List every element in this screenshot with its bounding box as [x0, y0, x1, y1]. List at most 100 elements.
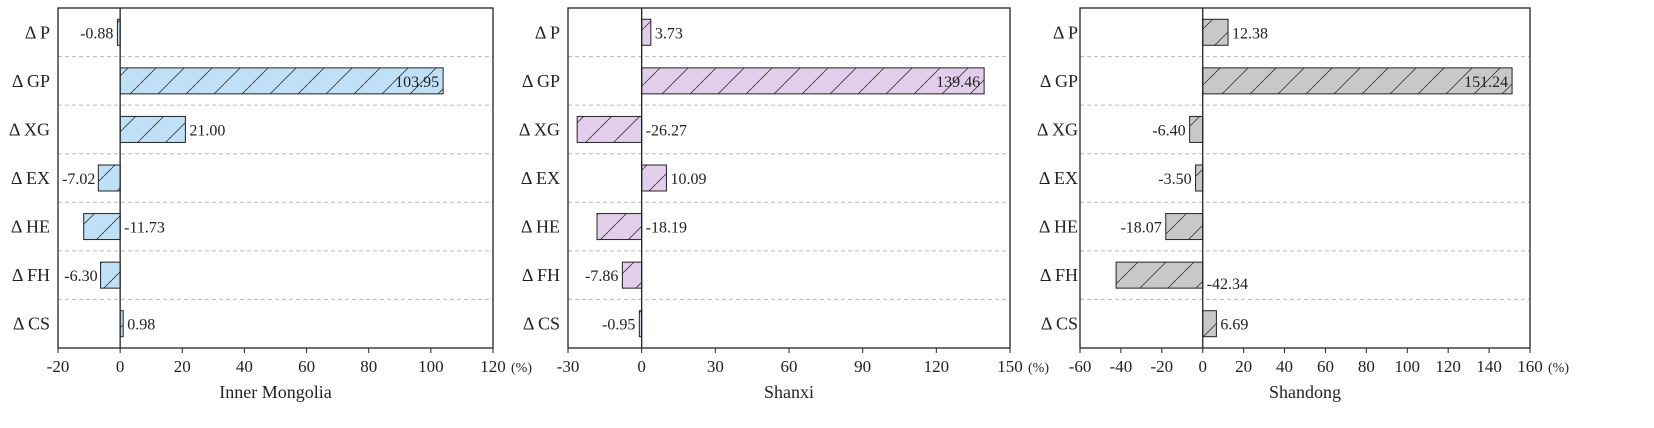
x-tick-label: 20	[1235, 357, 1252, 376]
category-label: Δ XG	[519, 119, 560, 139]
value-label: -6.30	[64, 268, 97, 285]
plot-frame	[567, 7, 1011, 349]
category-label: Δ XG	[1037, 119, 1078, 139]
bar-1	[119, 67, 444, 95]
value-label: -18.07	[1120, 220, 1161, 237]
bar-1	[1202, 67, 1513, 95]
x-tick-label: 40	[236, 357, 253, 376]
bar-5	[1115, 261, 1204, 289]
x-tick-label: 40	[1276, 357, 1293, 376]
value-label: -18.19	[646, 220, 687, 237]
value-label: 6.69	[1220, 317, 1248, 334]
plot-frame	[1079, 7, 1531, 349]
x-tick-label: 0	[1198, 357, 1207, 376]
x-tick-label: 20	[174, 357, 191, 376]
value-label: 10.09	[670, 171, 706, 188]
plot-frame	[57, 7, 494, 349]
bar-0	[641, 18, 652, 46]
bar-4	[1165, 213, 1204, 241]
bar-4	[596, 213, 643, 241]
category-label: Δ EX	[11, 168, 50, 188]
x-tick-label: 150	[997, 357, 1023, 376]
value-label: -3.50	[1158, 171, 1191, 188]
value-label: -6.40	[1152, 122, 1185, 139]
value-label: 151.24	[1464, 74, 1508, 91]
x-tick-label: -20	[47, 357, 70, 376]
category-label: Δ EX	[1039, 168, 1078, 188]
value-label: 12.38	[1232, 25, 1268, 42]
x-tick-label: 160	[1517, 357, 1543, 376]
bar-0	[1202, 18, 1229, 46]
bar-5	[621, 261, 643, 289]
x-axis-title: Inner Mongolia	[219, 382, 331, 402]
axis-unit: (%)	[1028, 361, 1049, 376]
value-label: 0.98	[127, 317, 155, 334]
x-axis-title: Shanxi	[764, 382, 814, 402]
category-label: Δ CS	[13, 314, 50, 334]
category-label: Δ FH	[12, 265, 50, 285]
x-tick-label: -60	[1069, 357, 1092, 376]
category-label: Δ XG	[9, 119, 50, 139]
value-label: -7.86	[585, 268, 618, 285]
x-tick-label: 120	[1435, 357, 1461, 376]
x-tick-label: 140	[1476, 357, 1502, 376]
bar-2	[119, 115, 186, 143]
x-tick-label: 60	[298, 357, 315, 376]
value-label: 3.73	[655, 25, 683, 42]
value-label: -0.95	[602, 317, 635, 334]
x-tick-label: 80	[1358, 357, 1375, 376]
bar-5	[100, 261, 121, 289]
value-label: 21.00	[189, 122, 225, 139]
axis-unit: (%)	[511, 361, 532, 376]
bar-3	[97, 164, 121, 192]
bar-4	[83, 213, 121, 241]
bar-6	[1202, 310, 1217, 338]
x-tick-label: 30	[707, 357, 724, 376]
category-label: Δ P	[535, 22, 560, 42]
x-tick-label: 0	[116, 357, 125, 376]
category-label: Δ CS	[1041, 314, 1078, 334]
category-label: Δ FH	[522, 265, 560, 285]
category-label: Δ P	[25, 22, 50, 42]
x-tick-label: 100	[1395, 357, 1421, 376]
x-tick-label: 60	[1317, 357, 1334, 376]
category-label: Δ P	[1053, 22, 1078, 42]
x-tick-label: 80	[360, 357, 377, 376]
x-tick-label: 0	[637, 357, 646, 376]
category-label: Δ GP	[522, 71, 560, 91]
category-label: Δ HE	[521, 217, 560, 237]
chart-panel-0: Δ P Δ GP Δ XG Δ EX Δ HE Δ FH Δ CS -0.88 103.95 21…	[9, 7, 532, 402]
category-label: Δ CS	[523, 314, 560, 334]
value-label: -0.88	[80, 25, 113, 42]
value-label: -42.34	[1207, 276, 1248, 293]
value-label: 103.95	[395, 74, 439, 91]
axis-unit: (%)	[1548, 361, 1569, 376]
x-tick-label: -30	[557, 357, 580, 376]
bar-3	[641, 164, 667, 192]
bar-3	[1195, 164, 1204, 192]
category-label: Δ EX	[521, 168, 560, 188]
category-label: Δ HE	[11, 217, 50, 237]
x-tick-label: 120	[924, 357, 950, 376]
value-label: -7.02	[62, 171, 95, 188]
x-tick-label: 100	[418, 357, 444, 376]
bar-2	[576, 115, 643, 143]
category-label: Δ GP	[1040, 71, 1078, 91]
value-label: -26.27	[646, 122, 687, 139]
x-tick-label: 90	[854, 357, 871, 376]
category-label: Δ GP	[12, 71, 50, 91]
value-label: -11.73	[124, 220, 165, 237]
chart-panel-2: Δ P Δ GP Δ XG Δ EX Δ HE Δ FH Δ CS 12.38 151.24 -6…	[1037, 7, 1569, 402]
x-tick-label: 60	[781, 357, 798, 376]
category-label: Δ HE	[1039, 217, 1078, 237]
x-tick-label: -20	[1150, 357, 1173, 376]
x-tick-label: -40	[1110, 357, 1133, 376]
chart-panel-1: Δ P Δ GP Δ XG Δ EX Δ HE Δ FH Δ CS 3.73 139.46 -26…	[519, 7, 1049, 402]
x-tick-label: 120	[480, 357, 506, 376]
x-axis-title: Shandong	[1269, 382, 1341, 402]
bar-1	[641, 67, 985, 95]
bar-2	[1189, 115, 1204, 143]
value-label: 139.46	[936, 74, 980, 91]
category-label: Δ FH	[1040, 265, 1078, 285]
